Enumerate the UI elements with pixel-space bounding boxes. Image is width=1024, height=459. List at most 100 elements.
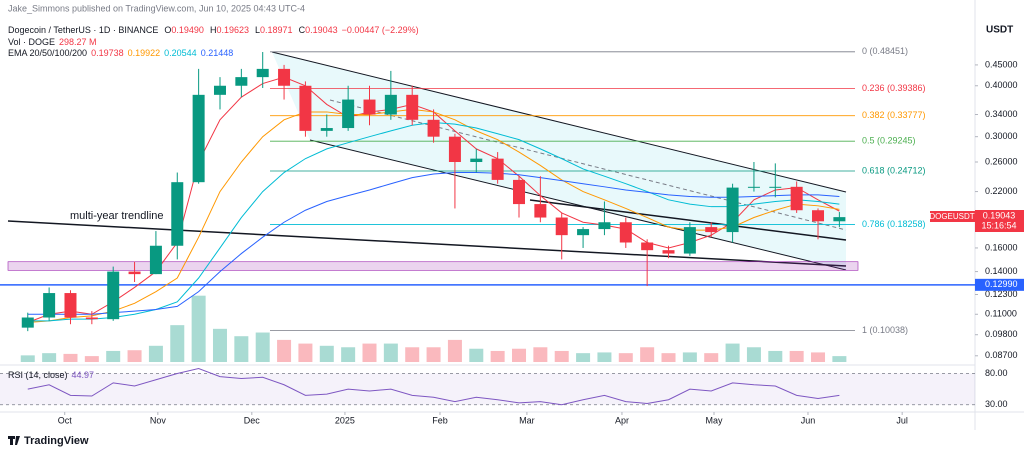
candle-body: [513, 179, 526, 205]
candle-body: [171, 182, 184, 246]
candle-body: [448, 136, 461, 163]
volume-bar: [42, 353, 57, 362]
rsi-label: RSI (14, close): [8, 370, 68, 380]
ohlc-value: 0.18971: [260, 25, 293, 35]
candle-body: [619, 222, 632, 243]
y-tick-label: 0.08700: [985, 350, 1018, 360]
vol-value: 298.27 M: [59, 37, 97, 47]
volume-bar: [533, 347, 548, 362]
support-box: [975, 278, 1024, 291]
candle-body: [21, 317, 34, 328]
ema-value: 0.20544: [164, 48, 197, 58]
x-tick-label: Feb: [432, 415, 448, 425]
volume-bar: [640, 347, 655, 362]
fib-label: 0.786 (0.18258): [862, 219, 926, 229]
volume-bar: [405, 347, 420, 362]
candle-body: [64, 293, 77, 318]
y-tick-label: 0.30000: [985, 131, 1018, 141]
candle-body: [320, 128, 333, 131]
x-tick-label: Jul: [896, 415, 908, 425]
y-tick-label: 0.09800: [985, 329, 1018, 339]
y-tick-label: 0.26000: [985, 156, 1018, 166]
breakout-line: [529, 199, 847, 241]
ticker-box: [930, 211, 975, 222]
y-tick-label: 0.40000: [985, 80, 1018, 90]
volume-bar: [682, 352, 697, 362]
volume-bar: [298, 343, 313, 362]
candle-body: [790, 186, 803, 211]
candle-body: [128, 271, 141, 275]
candle-body: [107, 271, 120, 320]
ohlc-key: C: [299, 25, 306, 35]
ohlc-key: L: [255, 25, 260, 35]
rsi-tick-label: 30.00: [985, 399, 1008, 409]
candle-body: [705, 227, 718, 233]
volume-bar: [704, 353, 719, 362]
candle-body: [43, 293, 56, 318]
ema-label: EMA 20/50/100/200: [8, 48, 87, 58]
rsi-legend: RSI (14, close) 44.97: [8, 370, 94, 380]
candle-body: [747, 186, 760, 188]
rsi-tick-label: 80.00: [985, 368, 1008, 378]
x-tick-label: May: [705, 415, 723, 425]
fib-label: 0 (0.48451): [862, 46, 908, 56]
volume-bar: [469, 348, 484, 362]
volume-bar: [661, 353, 676, 362]
last-price: 0.19043: [983, 210, 1016, 220]
candle-body: [384, 94, 397, 115]
x-tick-label: Oct: [58, 415, 73, 425]
trendline-label: multi-year trendline: [70, 210, 164, 222]
ema-value: 0.19738: [91, 48, 124, 58]
volume-bar: [170, 325, 185, 362]
volume-bar: [148, 345, 163, 362]
candle-body: [662, 250, 675, 254]
ema-value: 0.19922: [128, 48, 161, 58]
channel-mid: [329, 99, 847, 231]
published: Jake_Simmons published on TradingView.co…: [8, 3, 305, 13]
volume-bar: [447, 339, 462, 362]
volume-bar: [20, 355, 35, 362]
volume-bar: [383, 343, 398, 362]
volume-bar: [512, 348, 527, 362]
vol-label: Vol · DOGE: [8, 37, 55, 47]
ohlc-key: O: [164, 25, 171, 35]
multi-year-trendline: [7, 220, 847, 267]
candle-body: [363, 99, 376, 115]
ema-legend: EMA 20/50/100/200 0.19738 0.19922 0.20544 0.…: [8, 48, 233, 58]
volume-bar: [618, 353, 633, 362]
ohlc-value: 0.19623: [216, 25, 249, 35]
volume-bar: [576, 353, 591, 362]
candle-body: [491, 158, 504, 180]
candle-body: [470, 158, 483, 163]
volume-bar: [63, 353, 78, 362]
y-tick-label: 0.16000: [985, 242, 1018, 252]
volume-bar: [277, 339, 292, 362]
channel-top: [271, 51, 847, 193]
candle-body: [235, 77, 248, 86]
volume-bar: [746, 347, 761, 362]
volume-bar: [341, 347, 356, 362]
y-tick-label: 0.45000: [985, 59, 1018, 69]
candle-body: [812, 210, 825, 222]
rsi-line: [27, 367, 840, 406]
volume-bar: [212, 328, 227, 362]
candle-body: [256, 68, 269, 78]
volume-bar: [234, 336, 249, 362]
brand: TradingView: [24, 435, 89, 447]
volume-bar: [597, 352, 612, 362]
rsi-band: [0, 373, 975, 405]
marks: 0.45000 0.40000 0.34000 0.30000 0.26000 0.220…: [0, 46, 1024, 425]
candle-body: [278, 68, 291, 86]
ema-line: [27, 172, 840, 315]
ema-value: 0.21448: [201, 48, 234, 58]
fib-label: 0.236 (0.39386): [862, 83, 926, 93]
x-tick-label: 2025: [335, 415, 355, 425]
countdown: 15:16:54: [981, 220, 1016, 230]
volume-bar: [811, 352, 826, 362]
volume-bar: [768, 350, 783, 362]
symbol-name: Dogecoin / TetherUS · 1D · BINANCE: [8, 25, 158, 35]
candle-body: [427, 119, 440, 137]
volume-bar: [362, 343, 377, 362]
